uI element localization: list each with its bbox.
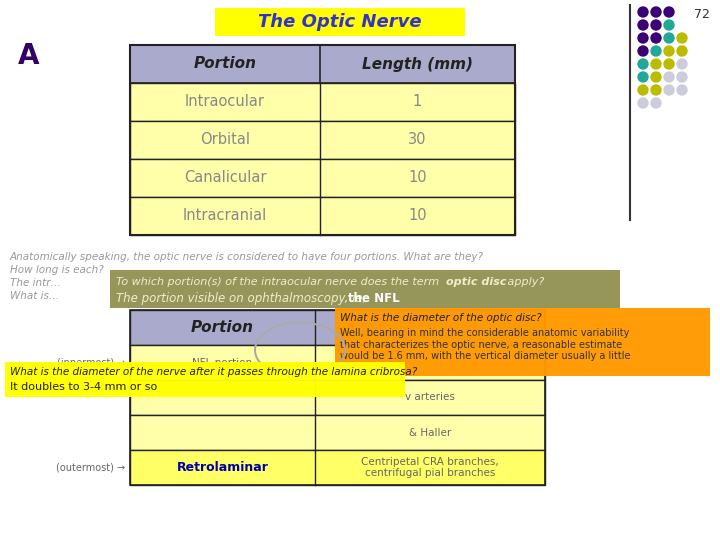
Bar xyxy=(130,380,545,415)
Text: To which portion(s) of the intraocular nerve does the term: To which portion(s) of the intraocular n… xyxy=(116,277,443,287)
Text: apply?: apply? xyxy=(504,277,544,287)
Text: The Optic Nerve: The Optic Nerve xyxy=(258,13,422,31)
Circle shape xyxy=(664,85,674,95)
Text: A: A xyxy=(18,42,40,70)
Bar xyxy=(335,308,710,376)
Bar xyxy=(130,310,545,485)
Circle shape xyxy=(638,85,648,95)
Circle shape xyxy=(638,59,648,69)
Bar xyxy=(5,362,405,397)
Circle shape xyxy=(638,33,648,43)
Circle shape xyxy=(651,46,661,56)
Text: (outermost) →: (outermost) → xyxy=(56,462,125,472)
Text: It doubles to 3-4 mm or so: It doubles to 3-4 mm or so xyxy=(10,382,157,392)
Circle shape xyxy=(638,72,648,82)
Circle shape xyxy=(664,7,674,17)
Circle shape xyxy=(677,85,687,95)
Bar xyxy=(130,45,515,235)
Text: Centripetal CRA branches,
centrifugal pial branches: Centripetal CRA branches, centrifugal pi… xyxy=(361,457,499,478)
Text: How long is each?: How long is each? xyxy=(10,265,104,275)
Circle shape xyxy=(664,46,674,56)
Circle shape xyxy=(638,98,648,108)
Circle shape xyxy=(677,72,687,82)
Circle shape xyxy=(638,7,648,17)
Bar xyxy=(130,83,515,121)
Text: 72: 72 xyxy=(694,8,710,21)
Bar xyxy=(130,197,515,235)
Text: 10: 10 xyxy=(408,208,427,224)
Circle shape xyxy=(638,20,648,30)
Bar xyxy=(110,270,620,308)
Text: NFL portion: NFL portion xyxy=(192,357,253,368)
Bar xyxy=(130,121,515,159)
Circle shape xyxy=(664,59,674,69)
Circle shape xyxy=(651,33,661,43)
Text: The intr…: The intr… xyxy=(10,278,61,288)
Bar xyxy=(130,159,515,197)
Circle shape xyxy=(638,46,648,56)
Text: Retrolaminar: Retrolaminar xyxy=(176,461,269,474)
Text: 1: 1 xyxy=(413,94,422,110)
Text: Intracranial: Intracranial xyxy=(183,208,267,224)
Text: v arteries: v arteries xyxy=(405,393,455,402)
Circle shape xyxy=(651,85,661,95)
Bar xyxy=(130,450,545,485)
Circle shape xyxy=(664,72,674,82)
Text: the NFL: the NFL xyxy=(348,292,400,305)
Text: (innermost) →: (innermost) → xyxy=(57,357,125,368)
Text: What is…: What is… xyxy=(10,291,59,301)
Circle shape xyxy=(651,59,661,69)
Text: Portion: Portion xyxy=(191,320,254,335)
Circle shape xyxy=(651,7,661,17)
Text: Anatomically speaking, the optic nerve is considered to have four portions. What: Anatomically speaking, the optic nerve i… xyxy=(10,252,484,262)
Text: What is the diameter of the nerve after it passes through the lamina cribrosa?: What is the diameter of the nerve after … xyxy=(10,367,418,377)
Text: 30: 30 xyxy=(408,132,427,147)
Text: Orbital: Orbital xyxy=(200,132,250,147)
Bar xyxy=(130,45,515,83)
Circle shape xyxy=(677,33,687,43)
Text: 10: 10 xyxy=(408,171,427,186)
Text: optic disc: optic disc xyxy=(446,277,506,287)
Text: Well, bearing in mind the considerable anatomic variability
that characterizes t: Well, bearing in mind the considerable a… xyxy=(340,328,631,361)
Circle shape xyxy=(677,46,687,56)
Circle shape xyxy=(677,59,687,69)
Text: Intraocular: Intraocular xyxy=(185,94,265,110)
Bar xyxy=(130,345,545,380)
Circle shape xyxy=(664,20,674,30)
Circle shape xyxy=(651,72,661,82)
Bar xyxy=(130,415,545,450)
Circle shape xyxy=(664,33,674,43)
Text: & Haller: & Haller xyxy=(409,428,451,437)
Text: Length (mm): Length (mm) xyxy=(362,57,473,71)
Bar xyxy=(215,8,465,36)
Text: What is the diameter of the optic disc?: What is the diameter of the optic disc? xyxy=(340,313,541,323)
Circle shape xyxy=(651,98,661,108)
Text: Canalicular: Canalicular xyxy=(184,171,266,186)
Circle shape xyxy=(651,20,661,30)
Bar xyxy=(130,310,545,345)
Text: Portion: Portion xyxy=(194,57,256,71)
Text: The portion visible on ophthalmoscopy, ie,: The portion visible on ophthalmoscopy, i… xyxy=(116,292,370,305)
